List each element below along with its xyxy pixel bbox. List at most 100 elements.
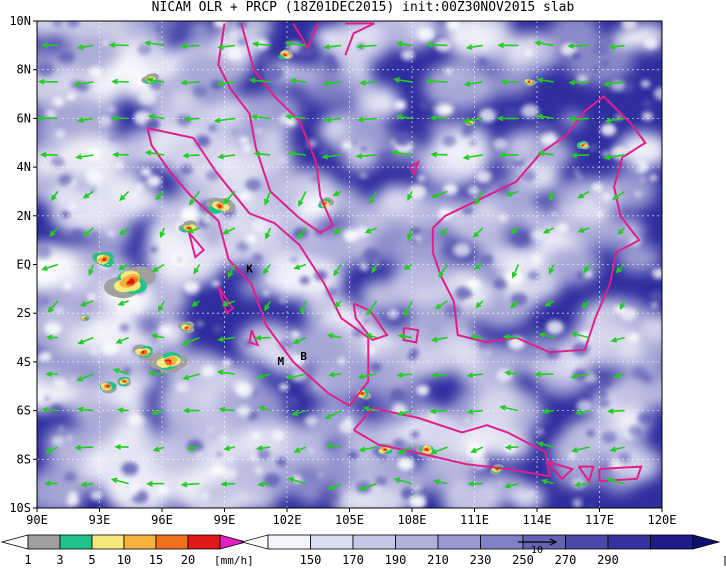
wind-arrowhead [502,334,510,340]
wind-arrowhead [265,232,271,240]
cloud-detail [230,31,237,37]
wind-arrowhead [396,410,404,417]
wind-vector [222,482,235,486]
wind-arrowhead [577,227,585,233]
cloud-detail [622,419,629,424]
precip-cell [360,393,363,395]
cloud-detail [478,341,487,348]
wind-vector [398,409,413,416]
wind-vector [182,482,200,486]
cloud-detail [113,440,124,448]
wind-vector [76,446,94,449]
cloud-detail [67,435,73,440]
cloud-detail [642,100,653,108]
cloud-blob [442,479,503,508]
cloud-blob [57,272,89,295]
lon-label: 96E [151,513,173,527]
cloud-detail [617,452,631,464]
wind-vector [223,190,236,204]
wind-vector [324,81,342,85]
cloud-detail [556,222,569,233]
wind-arrowhead [357,373,365,380]
lon-label: 114E [523,513,552,527]
wind-arrowhead [188,199,195,206]
wind-vector [257,446,271,450]
wind-arrowhead [112,368,120,374]
cloud-blob [483,175,543,217]
wind-arrowhead [77,339,85,345]
cloud-detail [290,330,301,339]
wind-arrowhead [255,445,263,452]
wind-vector [398,446,413,454]
wind-vector [152,409,165,415]
cloud-blob [427,117,458,139]
reference-vector-head [549,538,558,546]
cloud-detail [114,161,124,169]
wind-vector [606,117,625,122]
cloud-detail [467,185,480,196]
wind-vector [297,227,307,239]
wind-vector [464,117,483,123]
olr-colorbar: 150 170 190 210 230 250 270 290 [W/m^2] 10 [240,534,726,567]
wind-vector [512,264,520,278]
cloud-detail [263,473,281,488]
wind-arrowhead [287,150,295,157]
cloud-blob [321,353,387,399]
cloud-detail [309,449,314,453]
cloud-blob [119,42,179,84]
cloud-detail [653,87,662,100]
wind-arrowhead [116,407,124,413]
wind-arrowhead [182,407,190,414]
wind-arrowhead [430,448,437,455]
station-marker-b: B [300,350,307,363]
wind-vector [83,190,94,199]
wind-vector [357,154,377,158]
wind-vector [294,263,307,270]
cloud-detail [221,467,238,480]
wind-vectors [37,40,626,491]
cloud-detail [602,193,612,201]
cloud-detail [85,148,101,160]
wind-arrowhead [253,150,261,157]
wind-arrowhead [362,406,370,412]
wind-vector [43,408,58,412]
wind-vector [432,373,448,377]
wind-arrowhead [151,409,159,416]
cloud-detail [491,107,501,115]
cloud-detail [115,308,122,313]
wind-arrowhead [470,447,477,453]
precip-colorbar-label: 10 [117,553,131,567]
cloud-detail [110,136,116,141]
cloud-detail [401,49,415,61]
wind-arrowhead [325,443,333,449]
coastline [217,285,235,315]
cloud-detail [208,124,218,132]
cloud-blob [360,280,400,308]
cloud-detail [515,156,521,160]
reference-vector-label: 10 [531,545,543,556]
cloud-detail [350,140,357,146]
wind-arrowhead [251,41,259,47]
cloud-detail [510,292,528,306]
olr-colorbar-label: 250 [512,553,534,567]
cloud-detail [139,408,153,419]
wind-vector [185,117,200,121]
wind-arrowhead [76,376,83,382]
cloud-detail [68,203,78,211]
wind-arrowhead [612,373,620,379]
cloud-blob [50,191,112,235]
cloud-detail [290,257,298,263]
wind-arrowhead [186,445,194,451]
wind-vector [365,227,377,234]
cloud-detail [443,304,461,318]
wind-vector [183,154,200,157]
wind-vector [397,115,413,120]
cloud-detail [651,303,658,309]
wind-arrowhead [191,300,198,307]
cloud-detail [410,227,421,236]
cloud-detail [421,104,430,111]
wind-vector [604,154,625,159]
wind-arrowhead [108,42,116,48]
cloud-detail [546,348,560,360]
cloud-detail [71,376,76,381]
